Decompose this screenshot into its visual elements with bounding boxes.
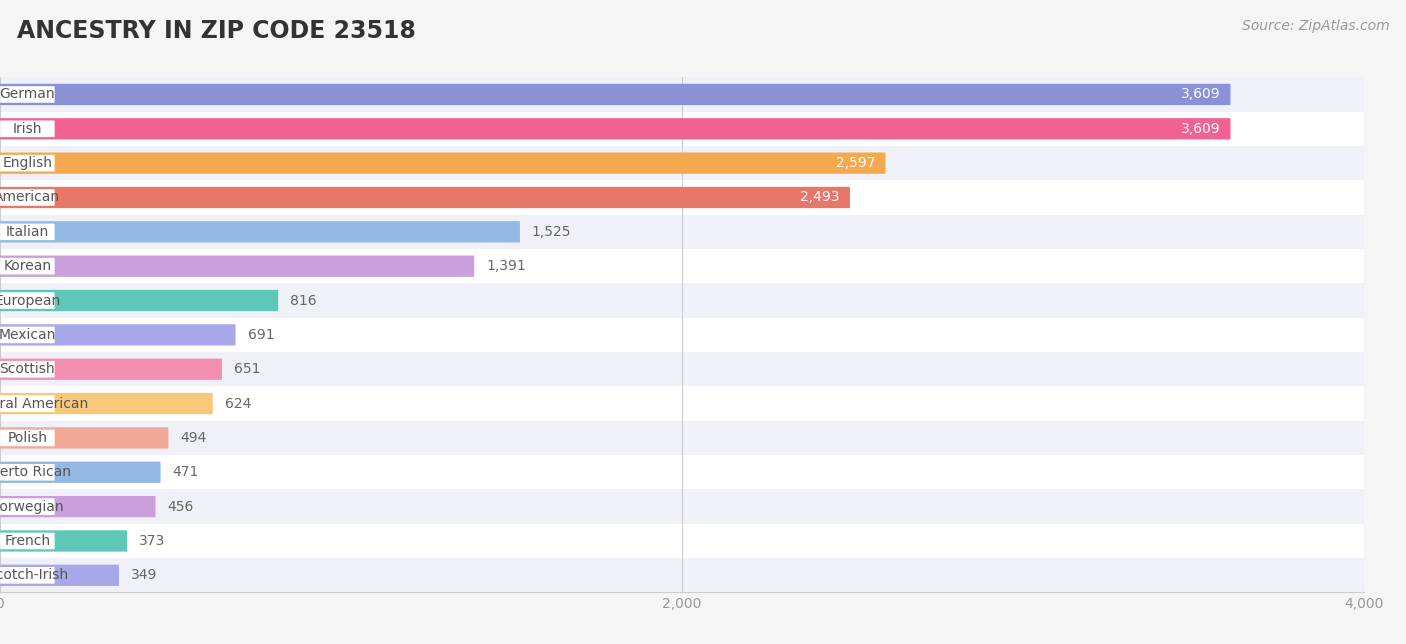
FancyBboxPatch shape [0, 221, 520, 243]
FancyBboxPatch shape [0, 327, 55, 343]
FancyBboxPatch shape [0, 427, 169, 449]
FancyBboxPatch shape [0, 77, 1364, 111]
FancyBboxPatch shape [0, 496, 156, 517]
FancyBboxPatch shape [0, 214, 1364, 249]
Text: Puerto Rican: Puerto Rican [0, 465, 72, 479]
FancyBboxPatch shape [0, 223, 55, 240]
Text: Scotch-Irish: Scotch-Irish [0, 568, 67, 582]
Text: Scottish: Scottish [0, 362, 55, 376]
FancyBboxPatch shape [0, 292, 55, 309]
FancyBboxPatch shape [0, 498, 55, 515]
FancyBboxPatch shape [0, 567, 55, 583]
Text: 3,609: 3,609 [1181, 122, 1220, 136]
Text: 3,609: 3,609 [1181, 88, 1220, 102]
FancyBboxPatch shape [0, 524, 1364, 558]
FancyBboxPatch shape [0, 533, 55, 549]
Text: Central American: Central American [0, 397, 89, 411]
Text: 2,493: 2,493 [800, 191, 839, 205]
Text: 624: 624 [225, 397, 252, 411]
FancyBboxPatch shape [0, 256, 474, 277]
Text: Korean: Korean [3, 259, 52, 273]
Text: English: English [3, 156, 52, 170]
FancyBboxPatch shape [0, 361, 55, 377]
FancyBboxPatch shape [0, 153, 886, 174]
FancyBboxPatch shape [0, 283, 1364, 317]
FancyBboxPatch shape [0, 530, 127, 552]
Text: 1,391: 1,391 [486, 259, 526, 273]
FancyBboxPatch shape [0, 393, 212, 414]
FancyBboxPatch shape [0, 489, 1364, 524]
Text: Italian: Italian [6, 225, 49, 239]
Text: 471: 471 [173, 465, 198, 479]
FancyBboxPatch shape [0, 120, 55, 137]
FancyBboxPatch shape [0, 317, 1364, 352]
FancyBboxPatch shape [0, 189, 55, 206]
FancyBboxPatch shape [0, 359, 222, 380]
Text: German: German [0, 88, 55, 102]
Text: ANCESTRY IN ZIP CODE 23518: ANCESTRY IN ZIP CODE 23518 [17, 19, 416, 43]
Text: Polish: Polish [7, 431, 48, 445]
Text: 651: 651 [233, 362, 260, 376]
FancyBboxPatch shape [0, 430, 55, 446]
Text: 494: 494 [180, 431, 207, 445]
FancyBboxPatch shape [0, 155, 55, 171]
Text: 816: 816 [290, 294, 316, 308]
Text: European: European [0, 294, 60, 308]
Text: 1,525: 1,525 [531, 225, 571, 239]
FancyBboxPatch shape [0, 565, 120, 586]
FancyBboxPatch shape [0, 187, 851, 208]
Text: Mexican: Mexican [0, 328, 56, 342]
FancyBboxPatch shape [0, 464, 55, 480]
Text: American: American [0, 191, 60, 205]
Text: 2,597: 2,597 [835, 156, 875, 170]
Text: Irish: Irish [13, 122, 42, 136]
FancyBboxPatch shape [0, 84, 1230, 105]
Text: French: French [4, 534, 51, 548]
FancyBboxPatch shape [0, 258, 55, 274]
FancyBboxPatch shape [0, 180, 1364, 214]
FancyBboxPatch shape [0, 111, 1364, 146]
FancyBboxPatch shape [0, 421, 1364, 455]
Text: 456: 456 [167, 500, 194, 514]
Text: Norwegian: Norwegian [0, 500, 65, 514]
Text: 349: 349 [131, 568, 157, 582]
FancyBboxPatch shape [0, 324, 236, 346]
FancyBboxPatch shape [0, 86, 55, 103]
FancyBboxPatch shape [0, 462, 160, 483]
FancyBboxPatch shape [0, 249, 1364, 283]
Text: 373: 373 [139, 534, 166, 548]
FancyBboxPatch shape [0, 386, 1364, 421]
FancyBboxPatch shape [0, 395, 55, 412]
FancyBboxPatch shape [0, 118, 1230, 140]
Text: Source: ZipAtlas.com: Source: ZipAtlas.com [1241, 19, 1389, 33]
FancyBboxPatch shape [0, 146, 1364, 180]
FancyBboxPatch shape [0, 290, 278, 311]
FancyBboxPatch shape [0, 455, 1364, 489]
FancyBboxPatch shape [0, 352, 1364, 386]
FancyBboxPatch shape [0, 558, 1364, 592]
Text: 691: 691 [247, 328, 274, 342]
